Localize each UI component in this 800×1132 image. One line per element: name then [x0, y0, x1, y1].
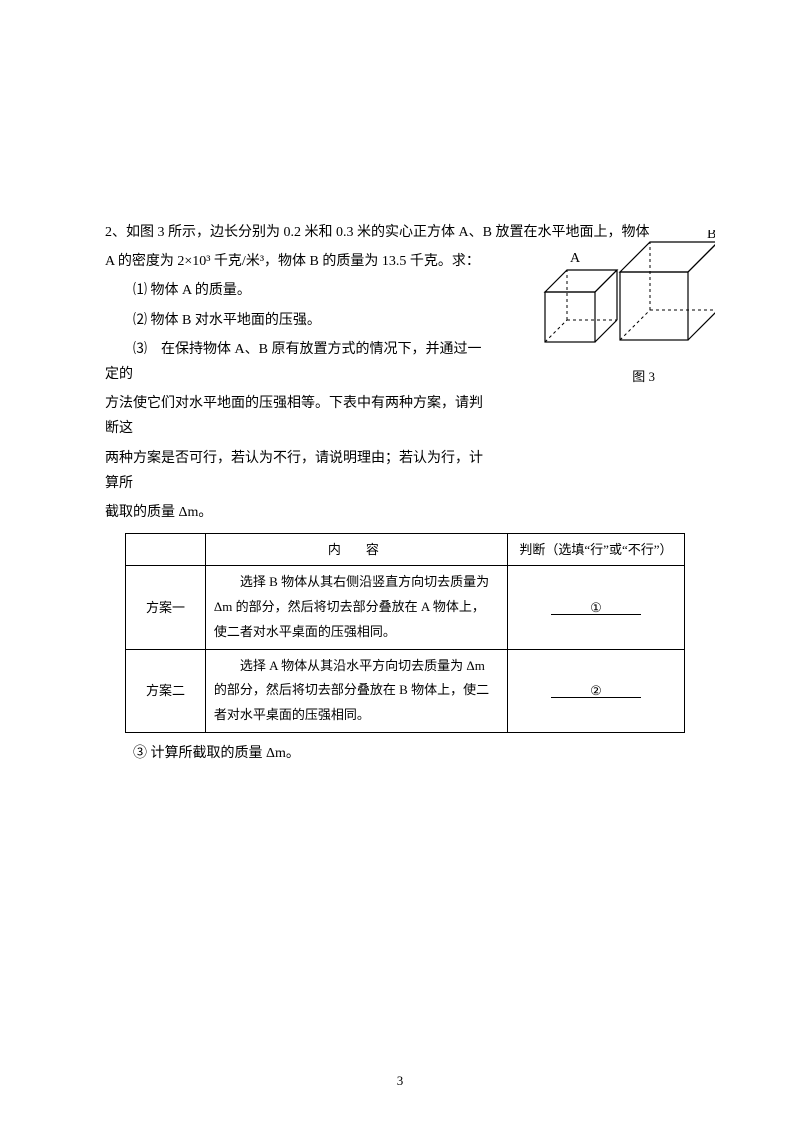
th-content: 内 容 — [205, 534, 507, 566]
table-row: 方案二 选择 A 物体从其沿水平方向切去质量为 Δm 的部分，然后将切去部分叠放… — [126, 649, 685, 732]
th-plan — [126, 534, 206, 566]
plan-1-c3: 使二者对水平桌面的压强相同。 — [214, 624, 396, 639]
table-row: 方案一 选择 B 物体从其右侧沿竖直方向切去质量为 Δm 的部分，然后将切去部分… — [126, 566, 685, 649]
plan-1-judge: ① — [507, 566, 684, 649]
plan-2-label: 方案二 — [126, 649, 206, 732]
calc-instruction: ③ 计算所截取的质量 Δm。 — [105, 741, 695, 766]
plan-1-c2: Δm 的部分，然后将切去部分叠放在 A 物体上， — [214, 599, 485, 614]
blank-1: ① — [551, 601, 641, 615]
cube-b-label: B — [707, 230, 715, 242]
plan-2-c2: 的部分，然后将切去部分叠放在 B 物体上，使二 — [214, 682, 489, 697]
plan-2-c1: 选择 A 物体从其沿水平方向切去质量为 Δm — [214, 658, 485, 673]
table-header-row: 内 容 判断（选填“行”或“不行”） — [126, 534, 685, 566]
sub-question-3-l3: 两种方案是否可行，若认为不行，请说明理由；若认为行，计算所 — [105, 446, 695, 496]
cube-b — [620, 242, 715, 340]
cube-a — [545, 270, 617, 342]
blank-2: ② — [551, 684, 641, 698]
plan-2-judge: ② — [507, 649, 684, 732]
plan-1-label: 方案一 — [126, 566, 206, 649]
page-number: 3 — [0, 1069, 800, 1092]
figure-caption: 图 3 — [632, 365, 655, 388]
cube-a-label: A — [570, 251, 581, 266]
plan-1-content: 选择 B 物体从其右侧沿竖直方向切去质量为 Δm 的部分，然后将切去部分叠放在 … — [205, 566, 507, 649]
plan-2-content: 选择 A 物体从其沿水平方向切去质量为 Δm 的部分，然后将切去部分叠放在 B … — [205, 649, 507, 732]
sub-question-3-l2: 方法使它们对水平地面的压强相等。下表中有两种方案，请判断这 — [105, 391, 695, 441]
plan-table: 内 容 判断（选填“行”或“不行”） 方案一 选择 B 物体从其右侧沿竖直方向切… — [125, 533, 685, 733]
sub-question-3-l4: 截取的质量 Δm。 — [105, 500, 695, 525]
th-judge: 判断（选填“行”或“不行”） — [507, 534, 684, 566]
problem-2: A B 图 3 2、如图 3 所示，边长分别为 0.2 米和 0.3 米的实心正… — [105, 220, 695, 766]
plan-1-c1: 选择 B 物体从其右侧沿竖直方向切去质量为 — [214, 574, 489, 589]
plan-2-c3: 者对水平桌面的压强相同。 — [214, 707, 370, 722]
figure-3: A B — [535, 230, 715, 360]
problem-number: 2、 — [105, 225, 126, 240]
